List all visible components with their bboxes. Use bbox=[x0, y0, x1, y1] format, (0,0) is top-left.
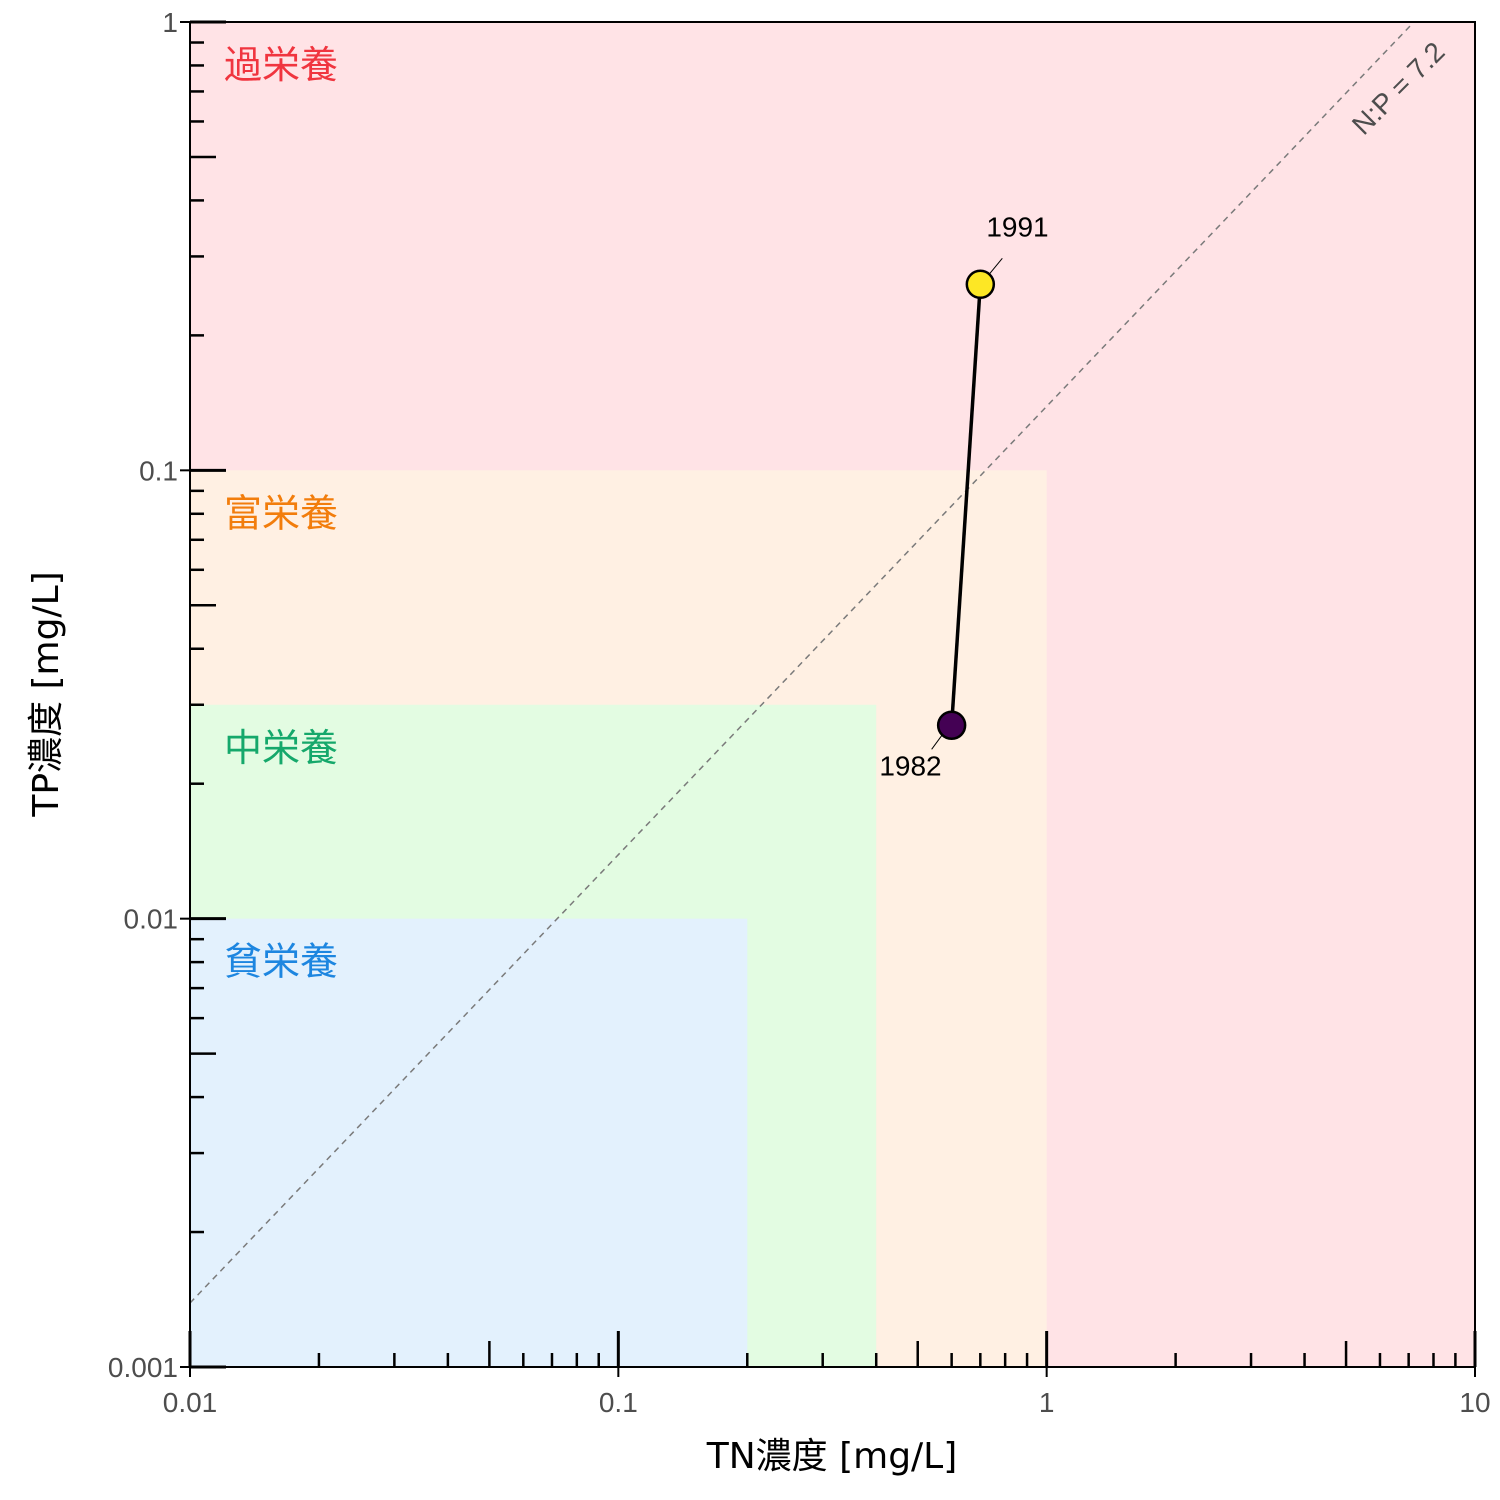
y-tick-label: 0.01 bbox=[124, 904, 179, 935]
x-tick-label: 10 bbox=[1459, 1387, 1490, 1418]
trophic-zones bbox=[190, 22, 1475, 1367]
point-label-leader bbox=[987, 257, 1003, 276]
point-label-leader bbox=[931, 733, 944, 750]
data-series: 1982 1991 bbox=[879, 211, 1048, 781]
y-tick-label: 0.1 bbox=[139, 455, 178, 486]
y-axis-title: TP濃度 [mg/L] bbox=[26, 571, 67, 817]
series-line bbox=[949, 284, 983, 726]
data-point-1991 bbox=[965, 269, 996, 300]
y-tick-label: 0.001 bbox=[108, 1352, 178, 1383]
zone-3-area bbox=[190, 918, 748, 1367]
reference-line-group bbox=[190, 22, 1415, 1304]
y-tick-label: 1 bbox=[162, 7, 178, 38]
x-axis-title: TN濃度 [mg/L] bbox=[706, 1436, 958, 1477]
zone-1-label: 富栄養 bbox=[224, 491, 338, 535]
x-tick-label: 0.01 bbox=[163, 1387, 218, 1418]
zone-3-label: 貧栄養 bbox=[224, 940, 338, 984]
data-point-1982 bbox=[936, 710, 967, 741]
np-ratio-line bbox=[190, 22, 1415, 1304]
point-label-1991: 1991 bbox=[986, 211, 1048, 242]
zone-2-label: 中栄養 bbox=[224, 726, 338, 770]
x-tick-label: 1 bbox=[1039, 1387, 1055, 1418]
point-label-1982: 1982 bbox=[879, 750, 941, 781]
x-axis: 0.01 0.1 1 10 bbox=[163, 1331, 1491, 1418]
x-tick-label: 0.1 bbox=[599, 1387, 638, 1418]
y-axis: 0.001 0.01 0.1 1 bbox=[108, 7, 226, 1383]
zone-0-label: 過栄養 bbox=[224, 43, 338, 87]
plot-frame bbox=[189, 21, 1476, 1368]
